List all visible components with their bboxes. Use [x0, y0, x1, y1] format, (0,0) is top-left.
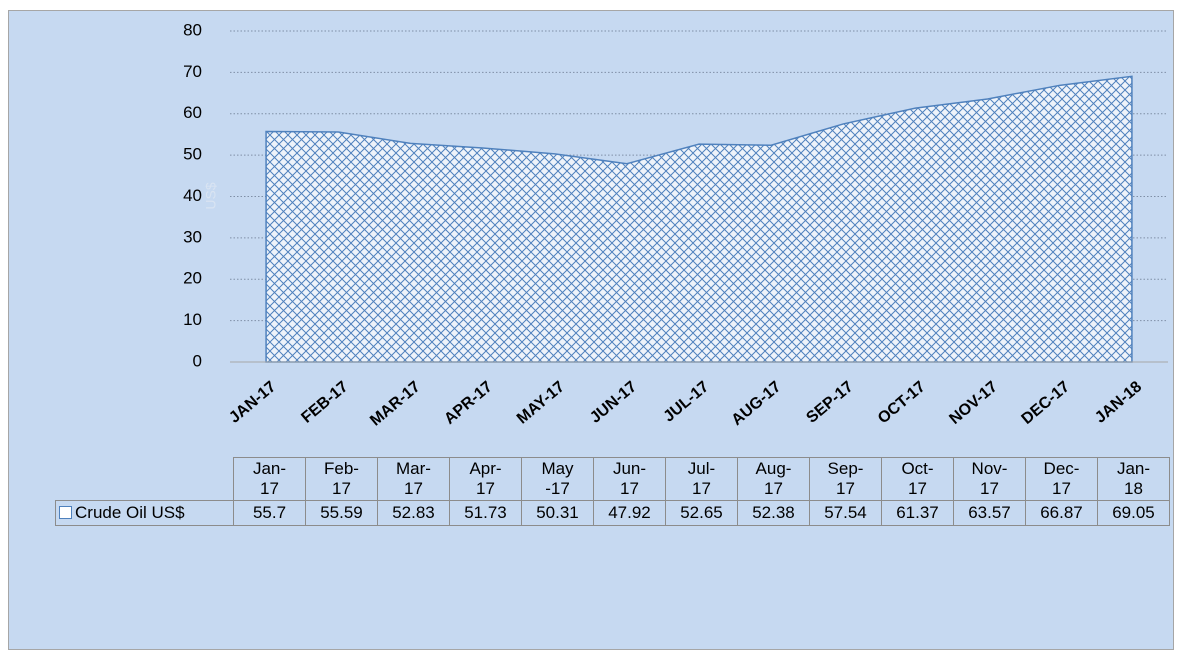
value-cell: 55.7: [233, 500, 306, 526]
column-header: Mar-17: [396, 459, 431, 498]
y-tick-label: 50: [183, 145, 202, 164]
column-header: Oct-17: [901, 459, 934, 498]
x-tick-label: FEB-17: [298, 378, 351, 427]
column-header-cell: Aug-17: [737, 457, 810, 501]
data-table: Jan-17 Feb-17 Mar-17 Apr-17 May-17 Jun-17 Jul-…: [55, 457, 1170, 526]
y-tick-label: 30: [183, 227, 202, 246]
column-header: May-17: [541, 459, 574, 498]
column-header: Jan-17: [252, 459, 287, 498]
value-cell: 52.65: [665, 500, 738, 526]
y-tick-label: 70: [183, 62, 202, 81]
area: [265, 75, 1133, 363]
value-cell: 55.59: [305, 500, 378, 526]
y-tick-label: 60: [183, 103, 202, 122]
y-tick-label: 40: [183, 186, 202, 205]
x-tick-label: NOV-17: [946, 378, 1001, 428]
column-header-cell: Mar-17: [377, 457, 450, 501]
x-tick-label: JUL-17: [660, 378, 712, 425]
value-cell: 61.37: [881, 500, 954, 526]
value-cell: 57.54: [809, 500, 882, 526]
y-tick-label: 80: [183, 20, 202, 39]
y-axis-label: US$: [203, 182, 219, 209]
row-label-cell: Crude Oil US$: [55, 500, 234, 526]
x-tick-label: MAY-17: [514, 378, 568, 427]
table-header-row: Jan-17 Feb-17 Mar-17 Apr-17 May-17 Jun-17 Jul-…: [56, 457, 1170, 501]
x-tick-label: APR-17: [441, 378, 496, 428]
value-cell: 51.73: [449, 500, 522, 526]
column-header: Apr-17: [469, 459, 502, 498]
x-tick-label: JUN-17: [587, 378, 640, 427]
column-header: Dec-17: [1043, 459, 1080, 498]
x-tick-label: MAR-17: [367, 378, 424, 429]
column-header: Jan-18: [1116, 459, 1151, 498]
column-header: Jun-17: [612, 459, 647, 498]
column-header-cell: May-17: [521, 457, 594, 501]
legend-label: Crude Oil US$: [75, 503, 185, 522]
column-header-cell: Jan-18: [1097, 457, 1170, 501]
x-tick-label: AUG-17: [729, 378, 785, 429]
x-tick-label: JAN-18: [1092, 378, 1145, 427]
column-header-cell: Sep-17: [809, 457, 882, 501]
column-header: Jul-17: [687, 459, 716, 498]
column-header-cell: Dec-17: [1025, 457, 1098, 501]
column-header-cell: Feb-17: [305, 457, 378, 501]
value-cell: 52.83: [377, 500, 450, 526]
y-tick-label: 10: [183, 310, 202, 329]
value-cell: 47.92: [593, 500, 666, 526]
column-header-cell: Jan-17: [233, 457, 306, 501]
column-header-cell: Nov-17: [953, 457, 1026, 501]
value-cell: 52.38: [737, 500, 810, 526]
column-header-cell: Apr-17: [449, 457, 522, 501]
empty-cell: [56, 458, 234, 501]
x-tick-label: DEC-17: [1019, 378, 1074, 428]
value-cell: 63.57: [953, 500, 1026, 526]
value-cell: 50.31: [521, 500, 594, 526]
column-header: Aug-17: [755, 459, 792, 498]
column-header-cell: Jun-17: [593, 457, 666, 501]
value-cell: 69.05: [1097, 500, 1170, 526]
x-tick-label: JAN-17: [226, 378, 279, 427]
table-data-row: Crude Oil US$ 55.7 55.59 52.83 51.73 50.31 47.…: [55, 500, 1170, 526]
column-header-cell: Oct-17: [881, 457, 954, 501]
column-header: Nov-17: [971, 459, 1008, 498]
y-tick-label: 20: [183, 269, 202, 288]
x-tick-label: SEP-17: [803, 378, 856, 427]
y-tick-label: 0: [193, 351, 202, 370]
value-cell: 66.87: [1025, 500, 1098, 526]
x-tick-label: OCT-17: [875, 378, 929, 427]
column-header-cell: Jul-17: [665, 457, 738, 501]
legend-swatch: [59, 506, 72, 519]
column-header: Sep-17: [827, 459, 864, 498]
column-header: Feb-17: [324, 459, 359, 498]
